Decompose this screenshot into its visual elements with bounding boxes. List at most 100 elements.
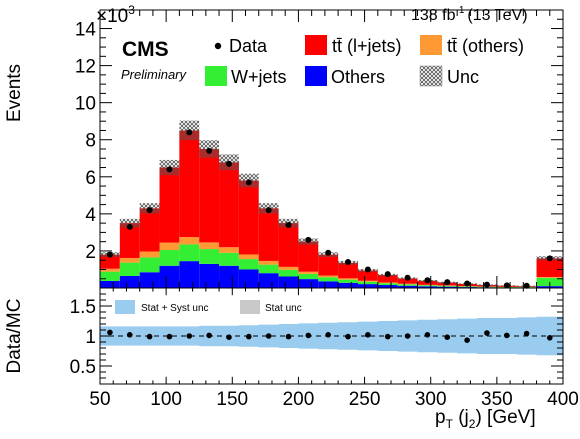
main-y-tick-label: 4 (85, 205, 96, 226)
ratio-point-20 (503, 332, 510, 339)
legend-data-marker (214, 42, 222, 50)
ratio-point-7 (246, 333, 252, 340)
data-point-22 (546, 255, 553, 262)
bar-1-12 (338, 279, 358, 283)
ratio-point-13 (365, 332, 371, 338)
data-point-13 (364, 266, 371, 273)
bar-3-5 (199, 149, 220, 243)
bar-0-17 (437, 286, 458, 288)
data-point-20 (503, 282, 510, 289)
bar-3-6 (219, 162, 239, 248)
bar-0-8 (258, 273, 279, 288)
bar-3-12 (338, 262, 358, 279)
ratio-point-10 (305, 332, 312, 339)
data-point-18 (464, 280, 471, 287)
bar-1-4 (179, 244, 200, 262)
bar-2-8 (258, 260, 279, 265)
bar-2-22 (536, 277, 563, 278)
bar-3-1 (119, 223, 140, 258)
legend-others-swatch (305, 66, 327, 86)
legend-ttoth-label: tt̄ (others) (447, 36, 524, 56)
bar-2-0 (100, 268, 120, 272)
bar-1-9 (278, 269, 299, 277)
main-y-tick-label: 6 (85, 168, 96, 189)
data-point-8 (265, 207, 272, 214)
bar-1-0 (100, 271, 120, 281)
ratio-y-tick-label: 1.5 (70, 297, 96, 318)
data-point-6 (225, 160, 232, 167)
bar-3-9 (278, 223, 299, 267)
bar-0-6 (219, 265, 239, 288)
bar-3-22 (536, 258, 563, 278)
ratio-point-17 (444, 334, 451, 341)
bar-3-3 (159, 167, 180, 243)
data-point-9 (285, 221, 292, 228)
x-tick-label: 300 (415, 389, 447, 410)
bar-0-14 (377, 285, 398, 288)
bar-2-15 (397, 283, 418, 285)
bar-3-8 (258, 208, 279, 261)
ratio-point-2 (146, 333, 153, 340)
bar-2-6 (219, 247, 239, 253)
bar-3-2 (139, 208, 160, 252)
bar-0-13 (357, 284, 378, 288)
bar-0-1 (119, 275, 140, 288)
bar-0-10 (298, 279, 319, 288)
bar-2-11 (318, 275, 339, 278)
main-y-tick-label: 14 (75, 20, 97, 41)
bar-2-4 (179, 237, 200, 245)
bar-0-2 (139, 272, 160, 288)
x-tick-label: 100 (150, 389, 182, 410)
bar-0-15 (397, 285, 418, 288)
bar-1-18 (457, 286, 478, 288)
data-point-14 (384, 271, 391, 278)
lumi-label: 138 fb-1 (13 TeV) (411, 5, 528, 24)
main-y-tick-label: 12 (75, 57, 96, 78)
data-point-10 (305, 236, 312, 243)
ratio-point-5 (206, 332, 212, 339)
data-point-4 (186, 129, 193, 136)
ratio-point-0 (107, 329, 113, 336)
legend-wjets-label: W+jets (231, 67, 287, 87)
ratio-syst-band-area (100, 316, 563, 356)
main-y-tick-label: 2 (85, 242, 96, 263)
bar-1-13 (357, 281, 378, 285)
axes: 2 4 6 8 10 12 14 0.5 1 1.5 50 100 150 200 250 300 350 400 (70, 9, 579, 410)
ratio-point-4 (186, 333, 193, 339)
data-point-15 (404, 274, 411, 281)
ratio-point-9 (285, 333, 292, 340)
main-y-tick-label: 10 (75, 94, 96, 115)
bar-0-5 (199, 263, 220, 288)
legend-data-label: Data (229, 36, 268, 56)
bar-3-4 (179, 130, 200, 238)
ratio-syst-band (100, 316, 563, 356)
ratio-point-14 (384, 333, 391, 340)
bar-1-22 (536, 277, 563, 287)
legend-ttlj-swatch (305, 35, 327, 55)
data-point-19 (483, 281, 490, 288)
bar-2-7 (238, 254, 259, 260)
ratio-point-15 (404, 333, 411, 339)
ratio-point-11 (325, 332, 331, 338)
bar-0-12 (338, 282, 358, 288)
bar-0-11 (318, 281, 339, 288)
bar-3-0 (100, 254, 120, 269)
ratio-legend-syst-label: Stat + Syst unc (141, 303, 209, 314)
ratio-y-tick-label: 1 (85, 327, 96, 348)
bar-1-6 (219, 252, 239, 266)
main-stacked-bars (100, 130, 563, 288)
ratio-point-1 (126, 332, 133, 338)
bar-1-5 (199, 249, 220, 264)
data-point-12 (345, 259, 352, 266)
legend-ttlj-label: tt̄ (l+jets) (332, 36, 402, 56)
bar-1-11 (318, 277, 339, 282)
bar-1-3 (159, 250, 180, 266)
data-point-7 (245, 179, 252, 186)
x-tick-label: 250 (349, 389, 381, 410)
ratio-point-18 (464, 337, 470, 344)
bar-1-16 (417, 285, 438, 287)
bar-1-14 (377, 283, 398, 286)
bar-2-3 (159, 242, 180, 251)
data-point-0 (106, 251, 113, 258)
main-y-tick-label: 8 (85, 131, 96, 152)
